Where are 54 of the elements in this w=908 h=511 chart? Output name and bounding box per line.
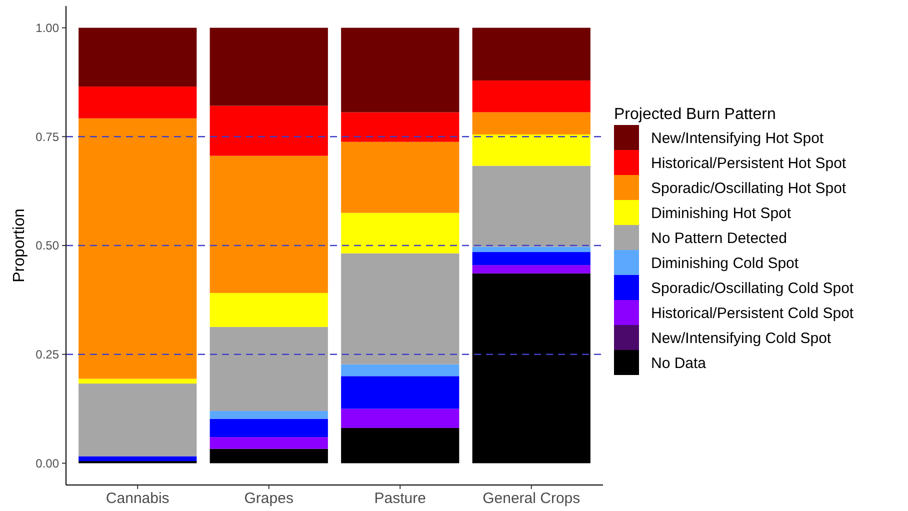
bar	[472, 28, 590, 80]
legend-label: New/Intensifying Hot Spot	[651, 130, 824, 147]
bar	[78, 118, 197, 379]
bar	[341, 112, 460, 142]
bar	[341, 408, 460, 428]
bar	[78, 456, 197, 462]
bar	[341, 212, 460, 254]
bar	[472, 252, 590, 266]
x-tick-label: General Crops	[482, 490, 580, 507]
bar	[210, 156, 328, 293]
bar	[78, 28, 197, 87]
bar	[472, 166, 590, 247]
legend-label: Historical/Persistent Hot Spot	[651, 154, 847, 172]
bar	[341, 376, 460, 409]
bar	[210, 448, 328, 464]
bar	[210, 418, 328, 438]
y-tick-label: 0.50	[36, 238, 60, 253]
bar	[78, 86, 197, 118]
bar	[472, 112, 590, 134]
bar	[341, 28, 460, 112]
bar	[341, 253, 460, 364]
bar	[341, 142, 460, 213]
x-tick-label: Cannabis	[106, 490, 170, 507]
bar	[472, 273, 590, 464]
y-tick-label: 0.00	[36, 456, 60, 470]
y-tick-label: 0.75	[36, 130, 60, 144]
legend-label: Sporadic/Oscillating Hot Spot	[651, 180, 847, 197]
bar	[210, 28, 328, 106]
bar	[78, 378, 197, 384]
bar	[472, 80, 590, 112]
legend-label: Diminishing Hot Spot	[651, 204, 792, 222]
x-tick-label: Pasture	[374, 490, 426, 507]
bar	[210, 326, 328, 411]
bar	[341, 428, 460, 464]
bar	[210, 106, 328, 156]
bar	[472, 134, 590, 166]
y-tick-label: 1.00	[36, 20, 60, 35]
bar	[210, 410, 328, 419]
bar	[472, 265, 590, 274]
legend-label: Diminishing Cold Spot	[651, 254, 800, 272]
x-tick-label: Grapes	[244, 490, 294, 507]
legend-label: New/Intensifying Cold Spot	[651, 330, 832, 347]
y-axis-title: Proportion	[11, 208, 28, 282]
legend-label: Sporadic/Oscillating Cold Spot	[651, 280, 854, 297]
bar	[78, 384, 197, 456]
bar	[210, 437, 328, 449]
legend-label: No Pattern Detected	[651, 230, 787, 247]
bar	[472, 246, 590, 252]
y-tick-label: 0.25	[36, 348, 60, 362]
bar	[341, 364, 460, 376]
bar	[210, 292, 328, 327]
legend-label: Historical/Persistent Cold Spot	[651, 304, 854, 322]
legend-label: No Data	[651, 354, 707, 372]
legend-title: Projected Burn Pattern	[614, 106, 776, 123]
